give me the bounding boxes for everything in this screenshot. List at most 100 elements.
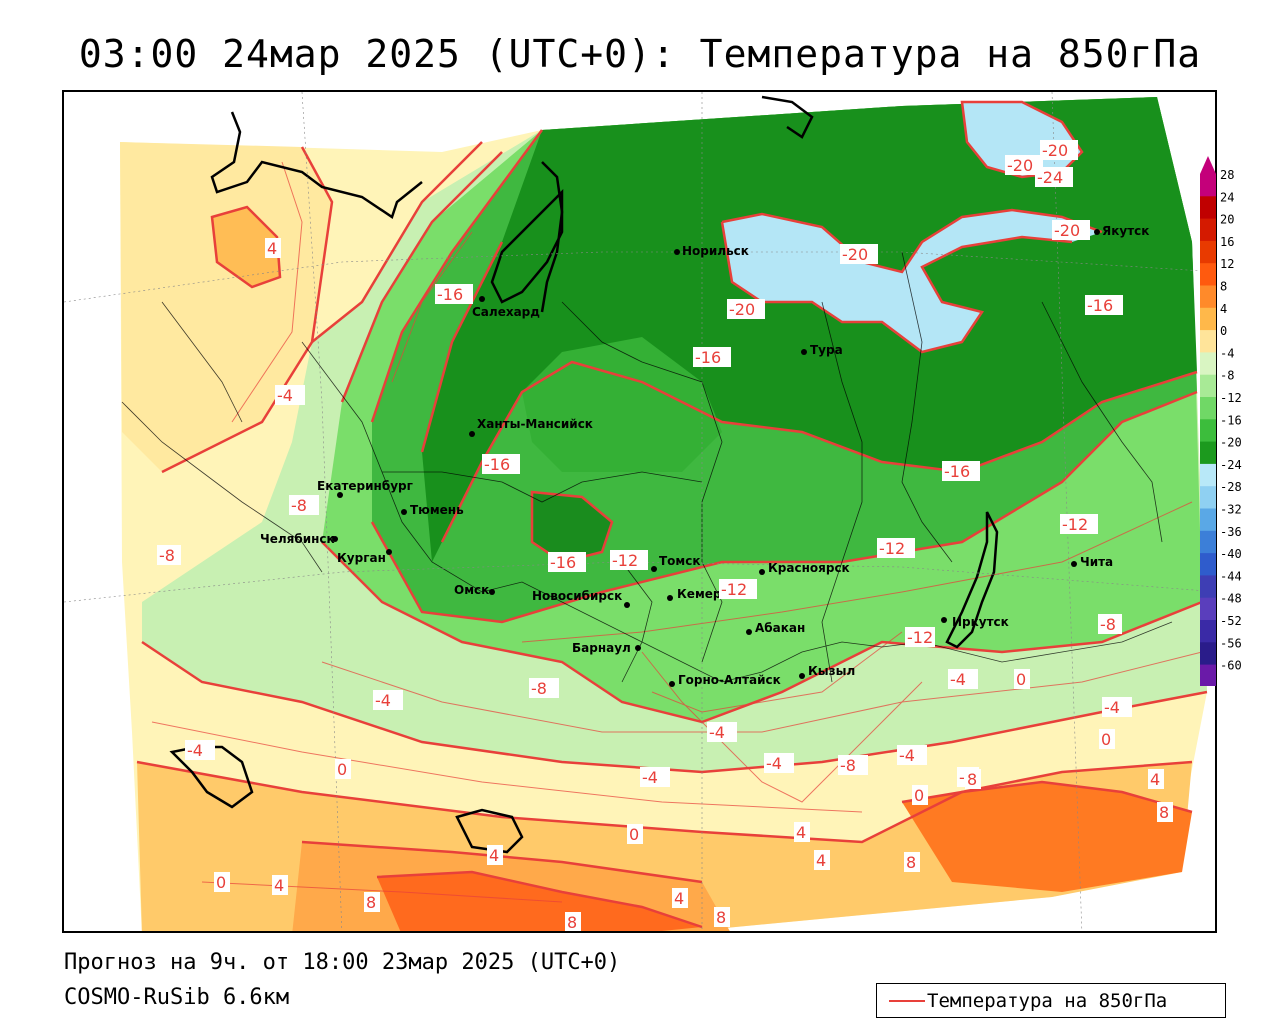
scale-swatch (1200, 285, 1216, 309)
city-label: Томск (659, 554, 701, 568)
contour-label: 4 (672, 888, 688, 908)
city-tura[interactable]: Тура (801, 343, 843, 357)
scale-label: 24 (1220, 190, 1234, 204)
contour-label: 0 (335, 759, 351, 779)
scale-swatch (1200, 330, 1216, 353)
svg-text:-12: -12 (879, 539, 905, 558)
contour-label: -8 (529, 678, 559, 698)
contour-label: -4 (897, 745, 927, 765)
city-barnaul[interactable]: Барнаул (572, 641, 641, 655)
contour-label: -4 (764, 753, 794, 773)
svg-text:-20: -20 (1054, 221, 1080, 240)
city-label: Чита (1080, 555, 1113, 569)
svg-text:-12: -12 (612, 551, 638, 570)
city-yekaterinburg[interactable]: Екатеринбург (317, 479, 413, 498)
isotherms-minor (151, 161, 1203, 903)
city-salekhard[interactable]: Салехард (472, 296, 540, 319)
contour-label: -20 (1005, 155, 1043, 175)
city-norilsk[interactable]: Норильск (674, 244, 749, 258)
temperature-map[interactable]: Норильск Якутск Салехард Тура Ханты-Манс… (62, 90, 1217, 933)
scale-label: -48 (1220, 592, 1242, 606)
svg-text:-16: -16 (1087, 296, 1113, 315)
city-novosibirsk[interactable]: Новосибирск (532, 589, 630, 608)
contour-label: -16 (548, 552, 586, 572)
contour-label: -8 (838, 755, 868, 775)
city-gorno-altaysk[interactable]: Горно-Алтайск (669, 673, 781, 687)
scale-label: -24 (1220, 458, 1242, 472)
scale-swatch (1200, 218, 1216, 242)
city-irkutsk[interactable]: Иркутск (941, 615, 1009, 629)
city-chita[interactable]: Чита (1071, 555, 1113, 569)
svg-text:-4: -4 (277, 386, 293, 405)
legend: Температура на 850гПа (876, 983, 1226, 1018)
scale-swatch (1200, 240, 1216, 264)
svg-text:8: 8 (1159, 803, 1169, 822)
contour-label: -12 (1060, 514, 1098, 534)
svg-text:-16: -16 (437, 285, 463, 304)
coastlines (169, 95, 999, 854)
scale-label: 8 (1220, 280, 1227, 294)
contour-label: -16 (435, 284, 473, 304)
city-kurgan[interactable]: Курган (337, 549, 392, 565)
svg-text:-24: -24 (1037, 168, 1063, 187)
scale-swatch (1200, 620, 1216, 643)
svg-text:-16: -16 (484, 455, 510, 474)
contour-label: -16 (1085, 295, 1123, 315)
contour-label: -16 (693, 347, 731, 367)
svg-text:-4: -4 (375, 691, 391, 710)
city-khanty-mansiysk[interactable]: Ханты-Мансийск (469, 417, 593, 437)
contour-label: 4 (487, 845, 503, 865)
scale-label: -12 (1220, 391, 1242, 405)
city-tyumen[interactable]: Тюмень (401, 503, 464, 517)
city-label: Омск (454, 583, 489, 597)
contour-label: 8 (565, 912, 581, 932)
contour-label: 0 (1014, 669, 1030, 689)
city-kyzyl[interactable]: Кызыл (799, 664, 855, 679)
scale-label: -36 (1220, 525, 1242, 539)
scale-swatch (1200, 530, 1216, 554)
contour-labels: -20 -20 -24 -20 -20 -20 -16 -16 -16 -16 … (157, 140, 1173, 932)
city-label: Салехард (472, 305, 540, 319)
scale-swatch (1200, 642, 1216, 666)
city-krasnoyarsk[interactable]: Красноярск (759, 561, 850, 575)
contour-label: -20 (1040, 140, 1078, 160)
city-label: Красноярск (768, 561, 850, 575)
city-yakutsk[interactable]: Якутск (1094, 224, 1149, 238)
svg-text:-16: -16 (695, 348, 721, 367)
city-label: Тура (810, 343, 843, 357)
svg-text:-8: -8 (159, 546, 175, 565)
city-label: Якутск (1102, 224, 1149, 238)
scale-label: -56 (1220, 636, 1242, 650)
svg-text:8: 8 (567, 913, 577, 932)
map-canvas: Норильск Якутск Салехард Тура Ханты-Манс… (64, 92, 1215, 932)
svg-text:-4: -4 (642, 768, 658, 787)
city-label: Тюмень (410, 503, 464, 517)
svg-text:0: 0 (629, 825, 639, 844)
city-label: Кызыл (808, 664, 855, 678)
city-omsk[interactable]: Омск (454, 583, 495, 597)
scale-label: -52 (1220, 614, 1242, 628)
city-tomsk[interactable]: Томск (651, 554, 701, 572)
contour-label: 4 (272, 875, 288, 895)
contour-label: -20 (727, 299, 765, 319)
scale-label: -44 (1220, 569, 1242, 583)
svg-text:-16: -16 (550, 553, 576, 572)
city-abakan[interactable]: Абакан (746, 621, 805, 635)
city-chelyabinsk[interactable]: Челябинск (260, 532, 338, 546)
legend-label: Температура на 850гПа (927, 990, 1168, 1012)
svg-text:0: 0 (1016, 670, 1026, 689)
scale-swatch (1200, 174, 1216, 197)
contour-label: 8 (364, 892, 380, 912)
svg-text:-12: -12 (1062, 515, 1088, 534)
svg-text:-12: -12 (721, 580, 747, 599)
contour-label: -4 (1102, 697, 1132, 717)
city-markers: Норильск Якутск Салехард Тура Ханты-Манс… (260, 224, 1149, 687)
legend-line-swatch (889, 1000, 925, 1002)
hot-core-southwest (377, 872, 702, 931)
map-title: 03:00 24мар 2025 (UTC+0): Температура на… (78, 32, 1202, 76)
scale-label: 4 (1220, 302, 1227, 316)
scale-swatch (1200, 263, 1216, 286)
svg-text:-20: -20 (1007, 156, 1033, 175)
city-label: Норильск (682, 244, 749, 258)
svg-text:0: 0 (1101, 730, 1111, 749)
